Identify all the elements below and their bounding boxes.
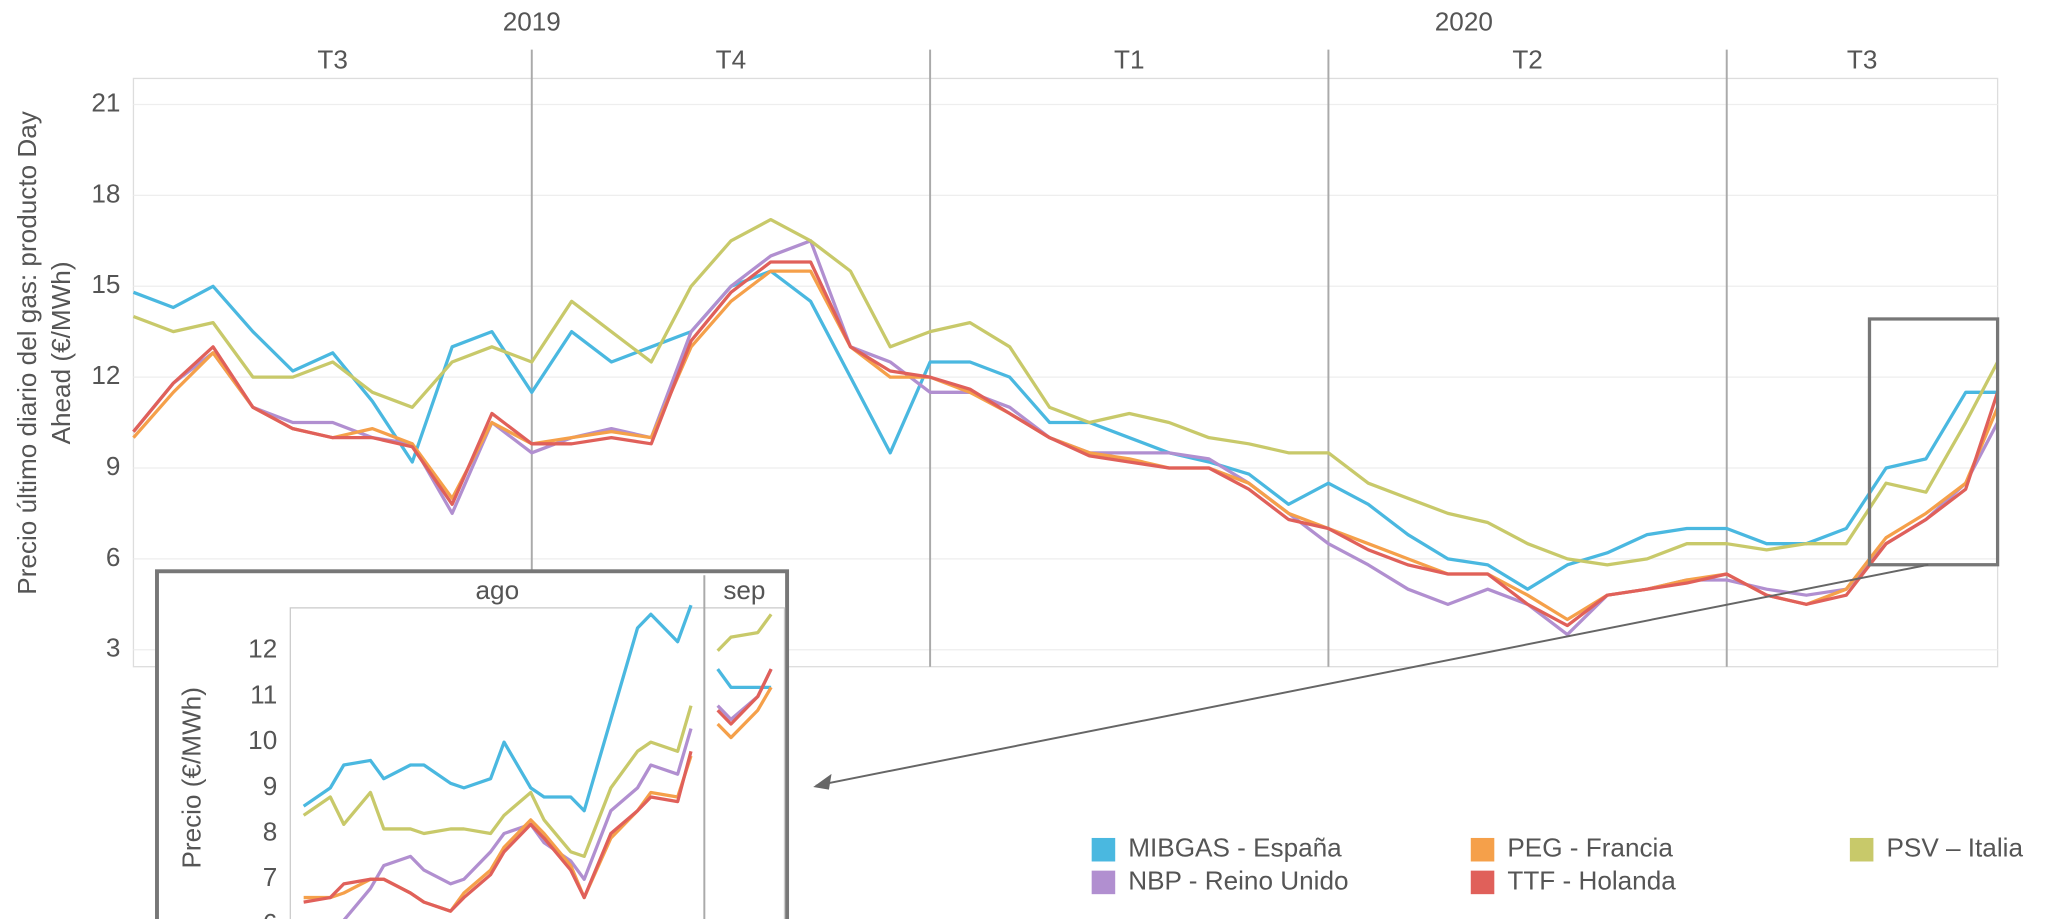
- y-tick-label: 12: [248, 634, 277, 664]
- period-label: ago: [476, 575, 520, 605]
- year-label: 2019: [503, 6, 561, 36]
- y-axis-label: Precio (€/MWh): [176, 687, 206, 868]
- y-axis-label: Ahead (€/MWh): [46, 261, 76, 444]
- y-tick-label: 6: [263, 908, 278, 919]
- zoom-box: [1867, 317, 2000, 567]
- y-axis-label: Precio último diario del gas: producto D…: [12, 110, 42, 594]
- legend-label: MIBGAS - España: [1128, 833, 1342, 863]
- legend-swatch: [1849, 837, 1874, 862]
- y-tick-label: 9: [263, 771, 278, 801]
- y-tick-label: 12: [91, 360, 120, 390]
- y-tick-label: 8: [263, 816, 278, 846]
- series-line: [302, 613, 773, 859]
- y-tick-label: 3: [106, 633, 121, 663]
- period-label: T2: [1512, 44, 1542, 74]
- y-tick-label: 15: [91, 269, 120, 299]
- series-line: [302, 604, 772, 813]
- period-label: T3: [1847, 44, 1877, 74]
- inset-chart: 6 7 8 9 10 11 12 ago sep Precio (€/MWh): [176, 575, 773, 919]
- legend-swatch: [1091, 870, 1116, 895]
- y-tick-label: 6: [106, 542, 121, 572]
- series-line: [132, 217, 2000, 567]
- y-tick-label: 18: [91, 178, 120, 208]
- y-tick-label: 7: [263, 862, 278, 892]
- period-label: T3: [317, 44, 348, 74]
- y-tick-label: 9: [106, 451, 121, 481]
- legend-label: PEG - Francia: [1507, 833, 1673, 863]
- period-label: sep: [723, 575, 765, 605]
- legend-swatch: [1091, 837, 1116, 862]
- legend-swatch: [1470, 870, 1495, 895]
- arrow-head: [813, 773, 832, 790]
- legend-label: PSV – Italia: [1886, 833, 2023, 863]
- y-tick-label: 21: [91, 87, 120, 117]
- series-line: [303, 668, 773, 913]
- legend-label: TTF - Holanda: [1507, 865, 1676, 895]
- series-line: [132, 260, 2000, 628]
- y-tick-label: 11: [250, 679, 277, 709]
- legend-label: NBP - Reino Unido: [1128, 865, 1348, 895]
- inset-plot-frame: [289, 607, 786, 919]
- period-label: T4: [716, 44, 747, 74]
- period-label: T1: [1114, 44, 1145, 74]
- zoom-arrow: [815, 563, 1929, 787]
- series-line: [132, 269, 1998, 591]
- main-chart: 3 6 9 12 15 18 21 T3 T4 T1 T2 T3 2019 2020 Precio últi…: [12, 6, 2000, 667]
- legend-swatch: [1470, 837, 1495, 862]
- y-tick-label: 10: [248, 725, 277, 755]
- year-label: 2020: [1435, 6, 1493, 36]
